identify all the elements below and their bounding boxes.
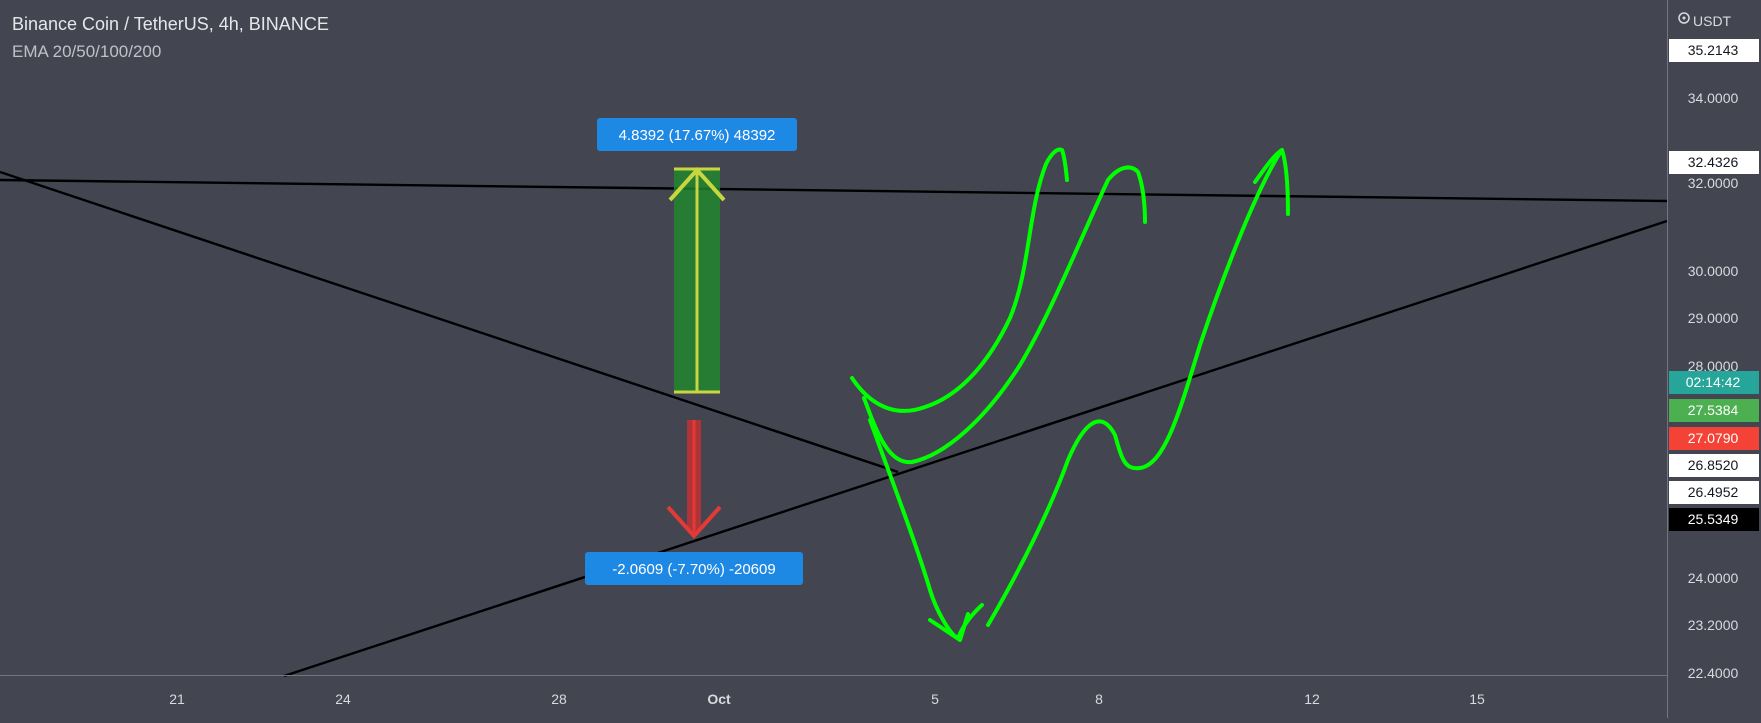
y-tick-label: 29.0000 [1688, 310, 1739, 326]
measure-down-label-box [585, 552, 803, 585]
chart-title: Binance Coin / TetherUS, 4h, BINANCE [12, 14, 329, 34]
y-tick-label: 32.0000 [1688, 175, 1739, 191]
x-tick-label: 8 [1095, 691, 1103, 707]
measure-down-arrowhead [666, 505, 722, 539]
chart-header: Binance Coin / TetherUS, 4h, BINANCE EMA… [12, 14, 329, 61]
trend-lines [0, 170, 1668, 678]
price-label: 26.4952 [1669, 481, 1759, 504]
x-tick-label: 5 [931, 691, 939, 707]
trend-line-descending [0, 170, 899, 474]
measure-up-label-box [597, 118, 797, 151]
price-label-text: 26.4952 [1688, 484, 1739, 500]
price-labels: 35.2143 32.4326 02:14:42 27.5384 27.0790 26.8… [1669, 39, 1759, 531]
price-label-text: 32.4326 [1688, 154, 1739, 170]
price-label: 25.5349 [1669, 508, 1759, 531]
price-label: 27.0790 [1669, 427, 1759, 450]
y-tick-label: 28.0000 [1688, 358, 1739, 374]
trend-line-top [0, 178, 1668, 203]
x-tick-label: Oct [707, 691, 731, 707]
price-label: 02:14:42 [1669, 371, 1759, 394]
drawing-arrowhead-down [928, 612, 970, 642]
price-label-text: 27.5384 [1688, 402, 1739, 418]
price-label-bg [1669, 508, 1759, 531]
x-axis-ticks: 21 24 28 Oct 5 8 12 15 [169, 691, 1485, 707]
y-tick-label: 23.2000 [1688, 617, 1739, 633]
drawing-path-1 [850, 147, 1069, 413]
drawing-path-5 [1253, 148, 1284, 184]
price-label-text: 27.0790 [1688, 430, 1739, 446]
price-label-text: 26.8520 [1688, 457, 1739, 473]
trend-line-ascending [283, 219, 1668, 678]
y-axis-ticks: 34.0000 32.0000 30.0000 29.0000 28.0000 24.00… [1688, 90, 1739, 681]
price-label: 35.2143 [1669, 39, 1759, 62]
measure-up-label: 4.8392 (17.67%) 48392 [619, 127, 776, 144]
price-label-bg [1669, 454, 1759, 477]
x-tick-label: 21 [169, 691, 185, 707]
x-tick-label: 15 [1469, 691, 1485, 707]
price-label-bg [1669, 151, 1759, 174]
y-tick-label: 34.0000 [1688, 90, 1739, 106]
price-label-bg [1669, 399, 1759, 422]
x-tick-label: 12 [1304, 691, 1320, 707]
x-tick-label: 24 [335, 691, 351, 707]
price-label: 27.5384 [1669, 399, 1759, 422]
price-label-bg [1669, 371, 1759, 394]
measure-tools: 4.8392 (17.67%) 48392 -2.0609 (-7.70%) -… [585, 118, 803, 585]
y-tick-label: 22.4000 [1688, 665, 1739, 681]
y-tick-label: 24.0000 [1688, 570, 1739, 586]
x-tick-label: 28 [551, 691, 567, 707]
price-label-text: 35.2143 [1688, 42, 1739, 58]
price-label-text: 25.5349 [1688, 511, 1739, 527]
green-freehand-drawings [850, 147, 1290, 642]
price-label-text: 02:14:42 [1686, 374, 1741, 390]
measure-down-label: -2.0609 (-7.70%) -20609 [612, 561, 775, 578]
drawing-path-2 [862, 165, 1147, 465]
price-label-bg [1669, 481, 1759, 504]
indicator-label: EMA 20/50/100/200 [12, 42, 161, 61]
gear-icon[interactable] [1678, 12, 1690, 24]
price-label-bg [1669, 427, 1759, 450]
price-label: 32.4326 [1669, 151, 1759, 174]
price-label: 26.8520 [1669, 454, 1759, 477]
price-label-bg [1669, 39, 1759, 62]
y-tick-label: 30.0000 [1688, 263, 1739, 279]
currency-label: USDT [1693, 13, 1732, 29]
